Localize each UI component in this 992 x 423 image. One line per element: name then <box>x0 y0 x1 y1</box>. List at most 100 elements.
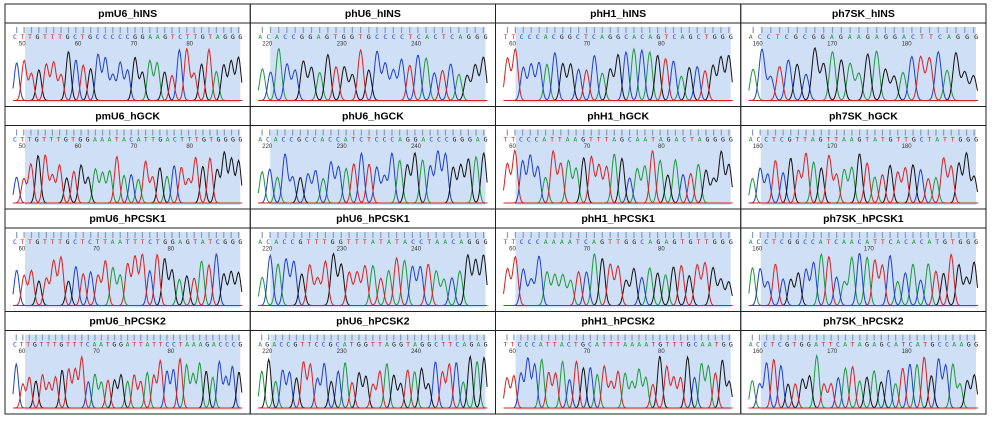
position-label: 180 <box>902 349 913 355</box>
position-label: 70 <box>131 144 138 150</box>
position-label: 70 <box>131 42 138 48</box>
position-label: 240 <box>411 42 422 48</box>
panel-title: phU6_hGCK <box>342 110 404 122</box>
position-label: 60 <box>509 144 516 150</box>
trace-background <box>270 27 486 103</box>
position-label: 80 <box>186 144 193 150</box>
position-label: 70 <box>584 42 591 48</box>
position-label: 70 <box>93 247 100 253</box>
position-label: 80 <box>186 42 193 48</box>
panel-title: ph7SK_hPCSK2 <box>823 315 904 327</box>
trace-background <box>515 232 731 308</box>
position-label: 70 <box>584 144 591 150</box>
panel-title: pmU6_hPCSK1 <box>89 213 166 225</box>
position-label: 160 <box>753 42 764 48</box>
panel-title: pmU6_hGCK <box>95 110 160 122</box>
panel-title: phU6_hPCSK2 <box>336 315 410 327</box>
panel-title: pmU6_hINS <box>98 8 157 20</box>
position-label: 80 <box>658 247 665 253</box>
position-label: 80 <box>167 247 174 253</box>
panel: phH1_hINS T T C C C A C G G C T C A G G C A C A G T C A G C T G G G60… <box>495 3 742 107</box>
trace-background <box>25 129 241 205</box>
position-label: 220 <box>262 144 273 150</box>
position-label: 220 <box>262 349 273 355</box>
position-label: 230 <box>337 42 348 48</box>
panel: phU6_hPCSK2 A G A C C G T T C C G C A T G G T T A G G T A G G C T T C… <box>249 311 496 415</box>
panel: phH1_hGCK T T C C C A T T A A G T T T A G C A A T A G A C T A G G G G6… <box>495 106 742 210</box>
position-label: 240 <box>411 144 422 150</box>
position-label: 220 <box>262 247 273 253</box>
panel-title: pmU6_hPCSK2 <box>89 315 166 327</box>
panel: phU6_hGCK A C A C C G C C A C C A T C T C C C A G G A C C C G G G A G2… <box>249 106 496 210</box>
panel-title: phH1_hPCSK1 <box>581 213 655 225</box>
position-label: 160 <box>753 349 764 355</box>
position-label: 60 <box>19 247 26 253</box>
position-label: 60 <box>19 349 26 355</box>
panel: phH1_hPCSK1 T T C C C A A A A T C A G T T G G C A G A G T G T T G G G… <box>495 208 742 312</box>
position-label: 60 <box>75 144 82 150</box>
panel-title: ph7SK_hINS <box>832 8 895 20</box>
panel: ph7SK_hPCSK1 A C C T C G G C C A T C A A C A T T C A C A C A T G T G… <box>740 208 987 312</box>
position-label: 230 <box>337 349 348 355</box>
panel-title: phH1_hINS <box>590 8 646 20</box>
panel: ph7SK_hPCSK2 A C C T C G T G G A T T C A T A G A G C A T C A T G C C… <box>740 311 987 415</box>
position-label: 180 <box>902 42 913 48</box>
panel: pmU6_hINS C T T G T T T G C T G C C C C C G G A A G T C T T G T A G G G… <box>4 3 251 107</box>
position-label: 160 <box>752 247 763 253</box>
trace-background <box>25 334 241 410</box>
position-label: 80 <box>658 42 665 48</box>
position-label: 230 <box>337 247 348 253</box>
position-label: 70 <box>584 247 591 253</box>
position-label: 60 <box>75 42 82 48</box>
panel-title: ph7SK_hGCK <box>829 110 898 122</box>
panel: phH1_hPCSK2 T T C C C A T T A C T G C A T T T A A A A T G T T T G C A… <box>495 311 742 415</box>
position-label: 220 <box>262 42 273 48</box>
position-label: 170 <box>827 144 838 150</box>
panel-title: ph7SK_hPCSK1 <box>823 213 904 225</box>
panel-title: phU6_hINS <box>345 8 401 20</box>
panel: pmU6_hPCSK1 C T T G T T T G C T C T T A A T T T C T G G A G T A T C G… <box>4 208 251 312</box>
position-label: 60 <box>509 42 516 48</box>
trace-background <box>515 334 731 410</box>
panel: phU6_hINS A C A C C G G A G T G G T G C C C C T C A C T C A G G G220… <box>249 3 496 107</box>
trace-background <box>760 334 976 410</box>
position-label: 240 <box>411 349 422 355</box>
panel: pmU6_hPCSK2 C T T G T T T G T T T C A A T G G A T T A T T C C T A A A… <box>4 311 251 415</box>
panel: pmU6_hGCK C T T G T T T G T G G A A A T A C A T T G A C T T T G T G G G… <box>4 106 251 210</box>
position-label: 170 <box>864 247 875 253</box>
position-label: 60 <box>509 247 516 253</box>
position-label: 60 <box>509 349 516 355</box>
panel-title: phH1_hGCK <box>587 110 649 122</box>
position-label: 80 <box>658 144 665 150</box>
position-label: 180 <box>902 144 913 150</box>
trace-background <box>270 334 486 410</box>
panel: ph7SK_hGCK A C C T C G T T A G T T A A G T A T G T T G C T A T T G G G… <box>740 106 987 210</box>
position-label: 70 <box>584 349 591 355</box>
position-label: 70 <box>93 349 100 355</box>
position-label: 80 <box>167 349 174 355</box>
position-label: 50 <box>19 144 26 150</box>
panel-border <box>740 311 987 415</box>
position-label: 170 <box>827 349 838 355</box>
position-label: 170 <box>827 42 838 48</box>
position-label: 160 <box>753 144 764 150</box>
panel: phU6_hPCSK1 A C A C C G T T T G G T T T A T A T A C C T A A C A G G G… <box>249 208 496 312</box>
